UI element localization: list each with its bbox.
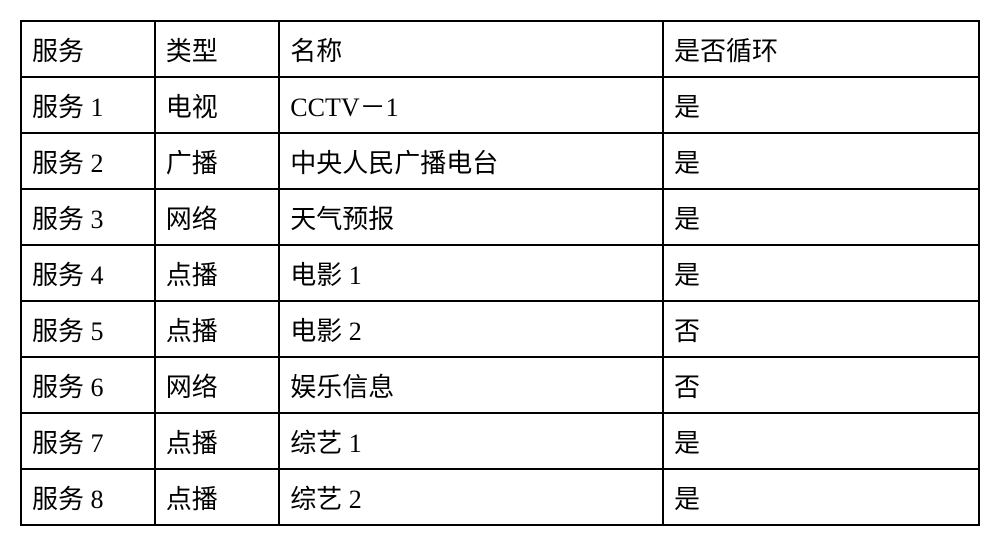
table-row: 服务 8 点播 综艺 2 是 (21, 469, 979, 525)
cell-type: 点播 (155, 245, 280, 301)
cell-loop: 是 (663, 469, 979, 525)
cell-loop: 否 (663, 357, 979, 413)
cell-name: 综艺 1 (279, 413, 663, 469)
cell-name: CCTV－1 (279, 77, 663, 133)
cell-loop: 是 (663, 245, 979, 301)
cell-type: 电视 (155, 77, 280, 133)
cell-type: 点播 (155, 413, 280, 469)
header-name: 名称 (279, 21, 663, 77)
table-row: 服务 7 点播 综艺 1 是 (21, 413, 979, 469)
header-type: 类型 (155, 21, 280, 77)
cell-service: 服务 2 (21, 133, 155, 189)
cell-loop: 是 (663, 413, 979, 469)
cell-service: 服务 7 (21, 413, 155, 469)
header-service: 服务 (21, 21, 155, 77)
cell-loop: 否 (663, 301, 979, 357)
table-row: 服务 5 点播 电影 2 否 (21, 301, 979, 357)
cell-service: 服务 8 (21, 469, 155, 525)
table-header-row: 服务 类型 名称 是否循环 (21, 21, 979, 77)
cell-type: 点播 (155, 469, 280, 525)
cell-type: 网络 (155, 357, 280, 413)
cell-type: 广播 (155, 133, 280, 189)
cell-loop: 是 (663, 133, 979, 189)
cell-name: 电影 2 (279, 301, 663, 357)
cell-service: 服务 5 (21, 301, 155, 357)
cell-service: 服务 1 (21, 77, 155, 133)
cell-service: 服务 6 (21, 357, 155, 413)
cell-name: 中央人民广播电台 (279, 133, 663, 189)
table-row: 服务 3 网络 天气预报 是 (21, 189, 979, 245)
header-loop: 是否循环 (663, 21, 979, 77)
cell-name: 天气预报 (279, 189, 663, 245)
cell-name: 娱乐信息 (279, 357, 663, 413)
service-table: 服务 类型 名称 是否循环 服务 1 电视 CCTV－1 是 服务 2 广播 中… (20, 20, 980, 526)
cell-service: 服务 3 (21, 189, 155, 245)
table-row: 服务 2 广播 中央人民广播电台 是 (21, 133, 979, 189)
table-row: 服务 6 网络 娱乐信息 否 (21, 357, 979, 413)
table-row: 服务 1 电视 CCTV－1 是 (21, 77, 979, 133)
table-row: 服务 4 点播 电影 1 是 (21, 245, 979, 301)
cell-service: 服务 4 (21, 245, 155, 301)
cell-loop: 是 (663, 189, 979, 245)
cell-name: 综艺 2 (279, 469, 663, 525)
cell-type: 网络 (155, 189, 280, 245)
cell-loop: 是 (663, 77, 979, 133)
cell-name: 电影 1 (279, 245, 663, 301)
cell-type: 点播 (155, 301, 280, 357)
